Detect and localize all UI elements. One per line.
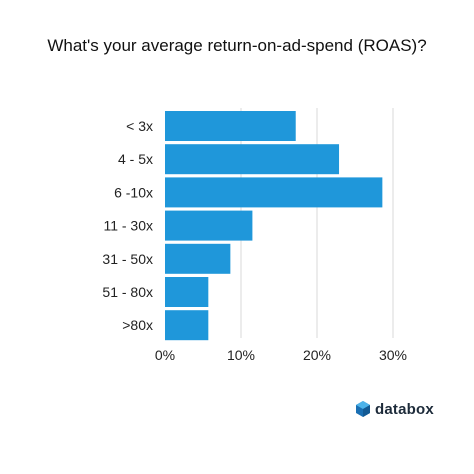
- category-label: 31 - 50x: [102, 251, 153, 267]
- chart-title: What's your average return-on-ad-spend (…: [47, 36, 427, 55]
- x-tick-labels: 0% 10% 20% 30%: [155, 347, 407, 363]
- bar: [165, 210, 253, 241]
- databox-logo-text: databox: [375, 400, 434, 418]
- databox-hexagon-icon: [356, 401, 370, 417]
- grid-lines: [240, 108, 394, 338]
- category-label: 6 -10x: [114, 184, 153, 200]
- x-tick-label: 10%: [227, 347, 255, 363]
- bar: [165, 277, 209, 307]
- databox-logo: databox: [356, 398, 434, 420]
- x-tick-label: 20%: [303, 347, 331, 363]
- category-label: 51 - 80x: [102, 284, 153, 300]
- bars: [165, 111, 383, 341]
- bar: [165, 177, 383, 208]
- category-label: 11 - 30x: [103, 218, 153, 234]
- bar: [165, 111, 296, 141]
- x-tick-label: 30%: [379, 347, 407, 363]
- bar: [165, 310, 209, 341]
- category-labels: < 3x 4 - 5x 6 -10x 11 - 30x 31 - 50x 51 - 80x…: [102, 118, 153, 333]
- category-label: 4 - 5x: [118, 151, 153, 167]
- bar: [165, 144, 340, 175]
- bar: [165, 243, 231, 274]
- category-label: < 3x: [126, 118, 153, 134]
- category-label: >80x: [122, 317, 153, 333]
- x-tick-label: 0%: [155, 347, 175, 363]
